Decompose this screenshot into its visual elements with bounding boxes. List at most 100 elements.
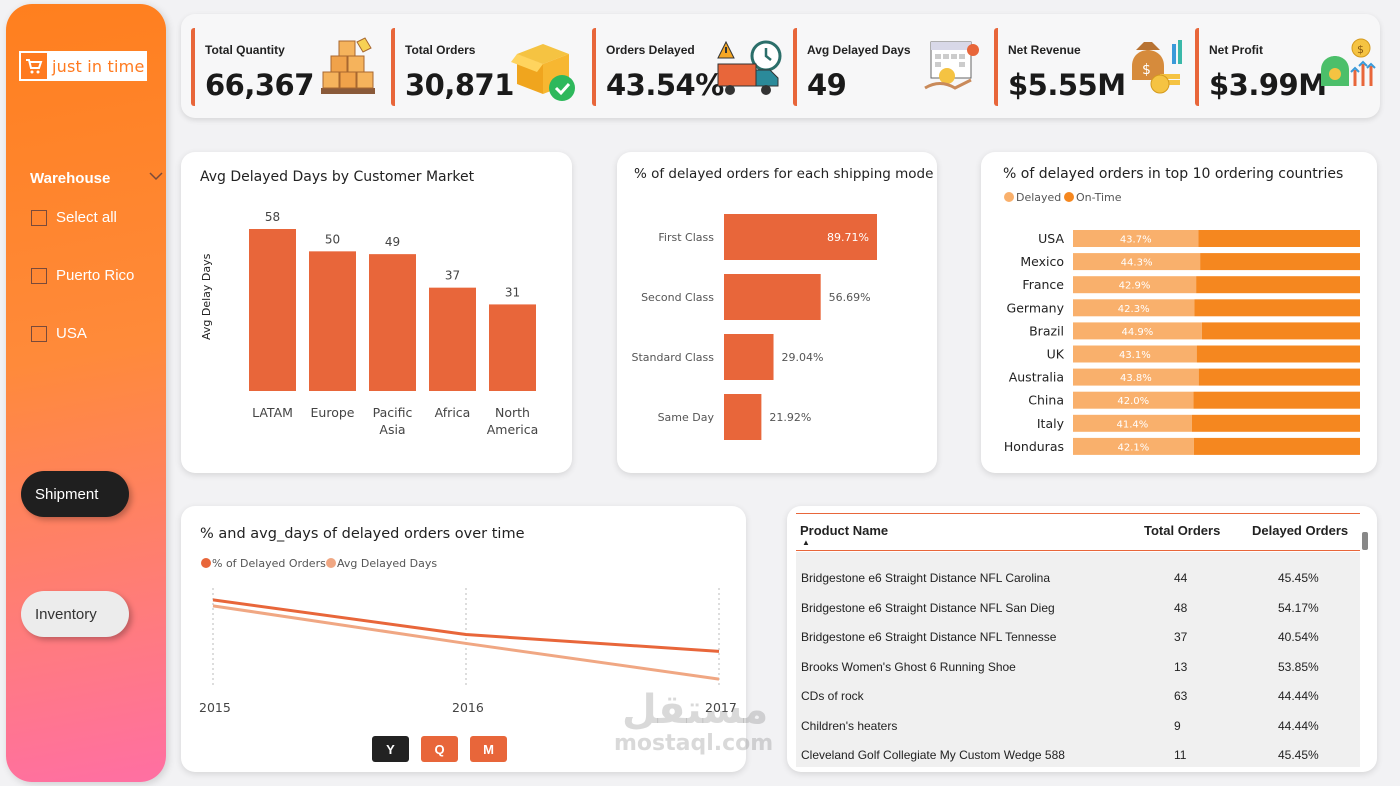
- table-row[interactable]: Cleveland Golf Collegiate My Custom Wedg…: [796, 741, 1360, 767]
- bar-delayed[interactable]: [1073, 437, 1194, 455]
- kpi-net-profit: Net Profit $3.99M $: [1195, 28, 1391, 106]
- bar-delayed[interactable]: [1073, 322, 1202, 340]
- countries-stacked-bar-chart: Delayed On-Time USA 43.7% Mexico 44.3% Franc…: [1004, 191, 1360, 455]
- warehouse-filter-title: Warehouse: [30, 170, 111, 187]
- bar-delayed[interactable]: [1073, 230, 1199, 247]
- delayed-orders-cell: 45.45%: [1278, 748, 1319, 762]
- kpi-avg-delayed-days: Avg Delayed Days 49: [793, 28, 989, 106]
- sidebar: just in time Warehouse Select all Puerto…: [6, 4, 166, 782]
- column-header-total-orders[interactable]: Total Orders: [1144, 523, 1221, 538]
- data-label: 43.1%: [1119, 350, 1151, 361]
- legend-swatch-ontime: [1064, 192, 1074, 202]
- sort-ascending-icon[interactable]: ▲: [802, 538, 810, 547]
- bar-ontime[interactable]: [1198, 230, 1360, 247]
- table-row[interactable]: Brooks Women's Ghost 6 Running Shoe 13 53.…: [796, 653, 1360, 682]
- bar[interactable]: [489, 304, 536, 391]
- box-check-icon: [511, 44, 575, 101]
- series-line[interactable]: [212, 598, 720, 653]
- checkbox[interactable]: [31, 325, 47, 342]
- profit-bag-icon: $: [1321, 38, 1376, 86]
- granularity-quarter-button[interactable]: Q: [421, 736, 458, 762]
- total-orders-cell: 48: [1174, 600, 1188, 615]
- data-label: 50: [325, 232, 340, 246]
- bar[interactable]: [309, 251, 356, 391]
- kpi-value: 49: [807, 68, 847, 102]
- bar[interactable]: [429, 287, 476, 391]
- y-tick-label: USA: [1038, 231, 1064, 246]
- bar-ontime[interactable]: [1198, 368, 1360, 386]
- filter-option-select-all[interactable]: Select all: [31, 209, 117, 226]
- x-tick-label: 2017: [705, 700, 737, 715]
- delayed-orders-cell: 53.85%: [1278, 659, 1319, 674]
- x-tick-label: LATAM: [252, 405, 293, 420]
- data-label: 29.04%: [782, 351, 824, 364]
- bar-delayed[interactable]: [1073, 253, 1201, 271]
- y-tick-label: Australia: [1009, 370, 1064, 385]
- bar-ontime[interactable]: [1191, 414, 1360, 432]
- bar-delayed[interactable]: [1073, 276, 1197, 294]
- bar-ontime[interactable]: [1200, 253, 1360, 271]
- table-scrollbar[interactable]: [1362, 532, 1368, 550]
- x-tick-label: Africa: [435, 405, 471, 420]
- svg-text:$: $: [1357, 43, 1364, 56]
- y-tick-label: Honduras: [1004, 439, 1064, 454]
- chevron-down-icon[interactable]: [149, 168, 163, 186]
- kpi-value: 66,367: [205, 68, 314, 102]
- inventory-button[interactable]: Inventory: [21, 591, 129, 637]
- granularity-year-button[interactable]: Y: [372, 736, 409, 762]
- bar-ontime[interactable]: [1193, 391, 1360, 409]
- kpi-value: 30,871: [405, 68, 514, 102]
- delivery-truck-warning-icon: [717, 40, 782, 95]
- table-row[interactable]: CDs of rock 63 44.44%: [796, 682, 1360, 711]
- column-header-product[interactable]: Product Name: [800, 523, 889, 538]
- series-line[interactable]: [212, 604, 720, 681]
- table-row[interactable]: Children's heaters 9 44.44%: [796, 712, 1360, 741]
- bar-delayed[interactable]: [1073, 299, 1195, 317]
- data-label: 89.71%: [827, 231, 869, 244]
- filter-option-puerto-rico[interactable]: Puerto Rico: [31, 267, 134, 284]
- data-label: 44.9%: [1122, 327, 1154, 338]
- table-row[interactable]: Bridgestone e6 Straight Distance NFL Car…: [796, 564, 1360, 593]
- y-tick-label: China: [1028, 393, 1064, 408]
- bar-ontime[interactable]: [1194, 299, 1360, 317]
- table-row[interactable]: Bridgestone e6 Straight Distance NFL Ten…: [796, 623, 1360, 652]
- granularity-month-button[interactable]: M: [470, 736, 507, 762]
- data-label: 42.3%: [1118, 304, 1150, 315]
- bar-ontime[interactable]: [1196, 345, 1360, 363]
- bar-delayed[interactable]: [1073, 368, 1199, 386]
- bar-ontime[interactable]: [1193, 437, 1360, 455]
- x-tick-label: North: [495, 405, 530, 420]
- y-axis-label: Avg Delay Days: [200, 253, 213, 340]
- bar[interactable]: [724, 394, 762, 440]
- delayed-orders-cell: 40.54%: [1278, 630, 1319, 644]
- market-bar-chart: Avg Delay Days 58 LATAM 50 Europe 49 Pacific A…: [200, 210, 538, 437]
- kpi-value: $5.55M: [1008, 68, 1126, 102]
- bar-ontime[interactable]: [1196, 276, 1360, 294]
- product-name-cell: CDs of rock: [801, 689, 864, 703]
- bar[interactable]: [724, 334, 774, 380]
- bar-delayed[interactable]: [1073, 414, 1192, 432]
- data-label: 21.92%: [769, 411, 811, 424]
- bar-ontime[interactable]: [1201, 322, 1360, 340]
- checkbox[interactable]: [31, 209, 47, 226]
- total-orders-cell: 44: [1174, 571, 1188, 585]
- table-row[interactable]: Bridgestone e6 Straight Distance NFL San…: [796, 594, 1360, 623]
- bar-delayed[interactable]: [1073, 345, 1197, 363]
- checkbox[interactable]: [31, 267, 47, 284]
- shipping-chart-card: % of delayed orders for each shipping mo…: [617, 152, 937, 473]
- bar[interactable]: [369, 254, 416, 391]
- filter-option-usa[interactable]: USA: [31, 325, 87, 342]
- shipment-button[interactable]: Shipment: [21, 471, 129, 517]
- data-label: 42.1%: [1118, 442, 1150, 453]
- bar-delayed[interactable]: [1073, 391, 1194, 409]
- svg-text:$: $: [1142, 62, 1151, 78]
- column-header-delayed-orders[interactable]: Delayed Orders: [1252, 523, 1349, 538]
- kpi-label: Net Profit: [1209, 43, 1263, 57]
- data-label: 43.8%: [1120, 373, 1152, 384]
- bar[interactable]: [249, 229, 296, 391]
- money-bag-icon: $: [1132, 40, 1182, 94]
- product-name-cell: Bridgestone e6 Straight Distance NFL Car…: [801, 571, 1051, 585]
- bar[interactable]: [724, 214, 877, 260]
- legend-swatch-days: [326, 558, 336, 568]
- bar[interactable]: [724, 274, 821, 320]
